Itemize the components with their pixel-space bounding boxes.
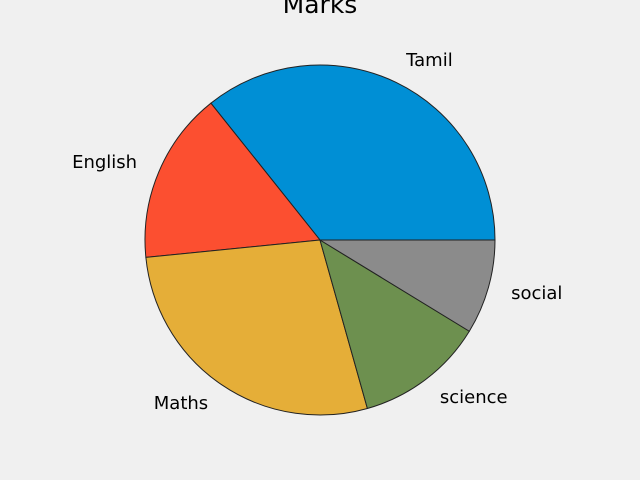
pie-label-social: social [511, 283, 562, 304]
pie-slice-science [319, 239, 470, 409]
pie-label-tamil: Tamil [405, 50, 453, 71]
pie-slices [144, 64, 496, 416]
pie-label-maths: Maths [154, 393, 208, 414]
pie-slice-maths [145, 239, 368, 416]
pie-label-science: science [440, 387, 508, 408]
chart-title: Marks [283, 0, 358, 19]
pie-slice-english [144, 102, 321, 258]
pie-labels: Tamil English Maths science social [72, 50, 562, 414]
pie-slice-social [319, 239, 496, 332]
pie-label-english: English [72, 152, 137, 173]
pie-slice-tamil [210, 64, 496, 241]
